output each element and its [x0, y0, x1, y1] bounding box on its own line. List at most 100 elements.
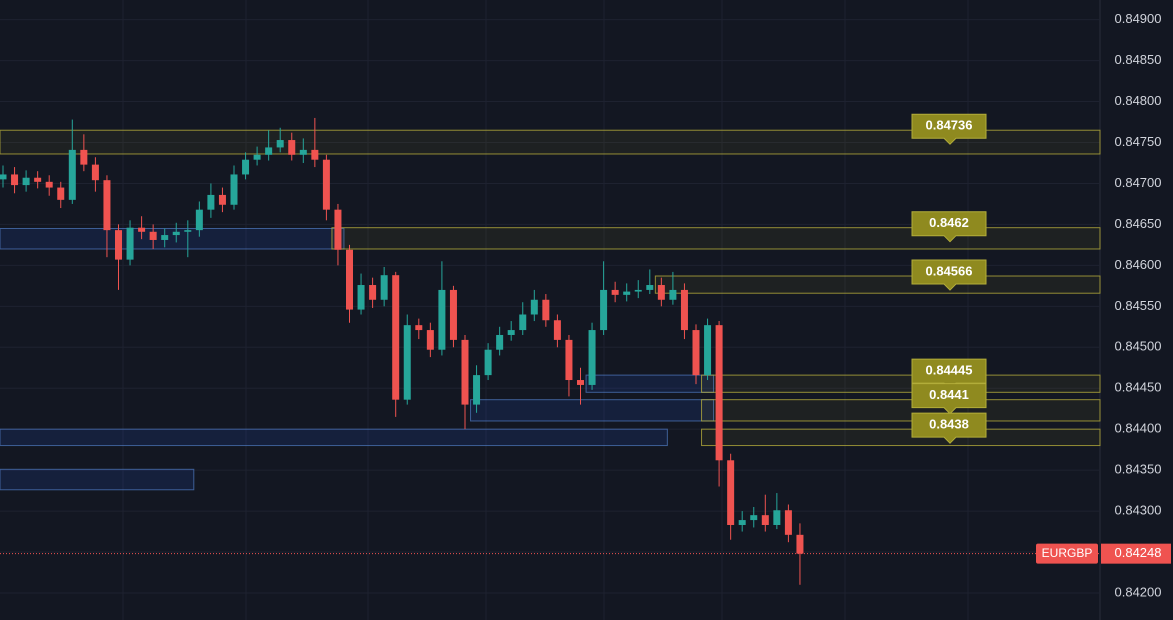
candle-body	[657, 285, 665, 300]
level-zone	[654, 275, 1101, 294]
candle-body	[588, 330, 596, 385]
candle-body	[45, 181, 53, 188]
level-label-box	[911, 259, 987, 291]
candle-body	[484, 349, 492, 376]
candle-body	[438, 289, 446, 350]
candle-body	[184, 230, 192, 232]
y-tick-label: 0.84550	[1115, 298, 1162, 313]
candle-body	[322, 159, 330, 210]
candle-body	[623, 291, 631, 295]
candle-body	[242, 159, 250, 175]
candle-body	[68, 149, 76, 200]
candle-body	[415, 325, 423, 331]
candle-body	[519, 314, 527, 331]
candle-body	[265, 147, 273, 155]
level-zone	[701, 428, 1101, 447]
candle-body	[195, 209, 203, 231]
level-label-box	[911, 113, 987, 145]
candle-body	[565, 339, 573, 381]
candle-body	[553, 320, 561, 340]
candle-body	[11, 174, 19, 186]
candle-body	[392, 275, 400, 400]
candle-body	[704, 325, 712, 376]
level-label: 0.8438	[929, 417, 969, 432]
level-label: 0.84736	[926, 118, 973, 133]
candle-body	[600, 289, 608, 331]
candle-body	[796, 534, 804, 554]
y-tick-label: 0.84750	[1115, 134, 1162, 149]
candle-body	[669, 289, 677, 300]
candle-body	[253, 154, 261, 160]
symbol-name: EURGBP	[1042, 546, 1093, 560]
candle-body	[299, 149, 307, 155]
level-zone	[331, 227, 1101, 250]
candle-body	[288, 140, 296, 155]
level-label-box	[911, 211, 987, 243]
candle-body	[172, 231, 180, 236]
zone	[0, 468, 195, 491]
y-tick-label: 0.84700	[1115, 175, 1162, 190]
zone	[585, 374, 715, 393]
y-tick-label: 0.84900	[1115, 11, 1162, 26]
y-tick-label: 0.84200	[1115, 584, 1162, 599]
level-label-box	[911, 412, 987, 444]
level-zone	[701, 374, 1101, 393]
candle-body	[34, 177, 42, 182]
candle-body	[346, 249, 353, 310]
candle-body	[449, 289, 457, 340]
candle-body	[784, 510, 792, 535]
candle-body	[138, 227, 146, 232]
level-label: 0.84566	[926, 263, 973, 278]
zone	[0, 428, 668, 447]
candle-body	[646, 285, 654, 290]
candle-body	[634, 289, 642, 292]
candle-body	[403, 325, 411, 400]
zone	[0, 228, 345, 250]
y-tick-label: 0.84800	[1115, 93, 1162, 108]
y-tick-label: 0.84350	[1115, 462, 1162, 477]
y-tick-label: 0.84300	[1115, 503, 1162, 518]
candle-body	[542, 299, 550, 321]
y-tick-label: 0.84500	[1115, 339, 1162, 354]
candle-body	[715, 325, 723, 461]
candle-body	[80, 149, 88, 165]
candle-body	[357, 285, 365, 310]
last-price: 0.84248	[1115, 545, 1162, 560]
candle-body	[507, 330, 515, 335]
y-tick-label: 0.84850	[1115, 52, 1162, 67]
price-tag	[1101, 543, 1171, 564]
candle-body	[334, 209, 342, 250]
candle-body	[496, 334, 504, 350]
candle-body	[149, 231, 157, 240]
candle-body	[276, 140, 284, 148]
symbol-tag	[1036, 543, 1098, 564]
level-label: 0.8462	[929, 215, 969, 230]
candle-body	[680, 289, 688, 331]
candle-body	[750, 515, 758, 521]
candle-body	[369, 285, 377, 300]
candle-body	[473, 375, 481, 405]
level-zone	[0, 129, 1101, 155]
candle-body	[207, 194, 215, 210]
candle-body	[0, 174, 7, 180]
candle-body	[738, 520, 746, 525]
candle-body	[115, 230, 122, 260]
candle-body	[727, 460, 735, 525]
candle-body	[57, 187, 65, 200]
candle-body	[218, 194, 226, 205]
candle-body	[91, 164, 99, 181]
candle-body	[380, 275, 388, 300]
candle-body	[577, 380, 584, 385]
y-tick-label: 0.84400	[1115, 421, 1162, 436]
candle-body	[611, 289, 619, 295]
candle-body	[426, 330, 434, 350]
candle-body	[530, 299, 538, 315]
level-zone	[701, 399, 1101, 422]
candle-body	[103, 180, 111, 231]
candle-body	[126, 227, 134, 260]
candle-body	[773, 510, 781, 525]
level-label-box	[911, 383, 987, 415]
